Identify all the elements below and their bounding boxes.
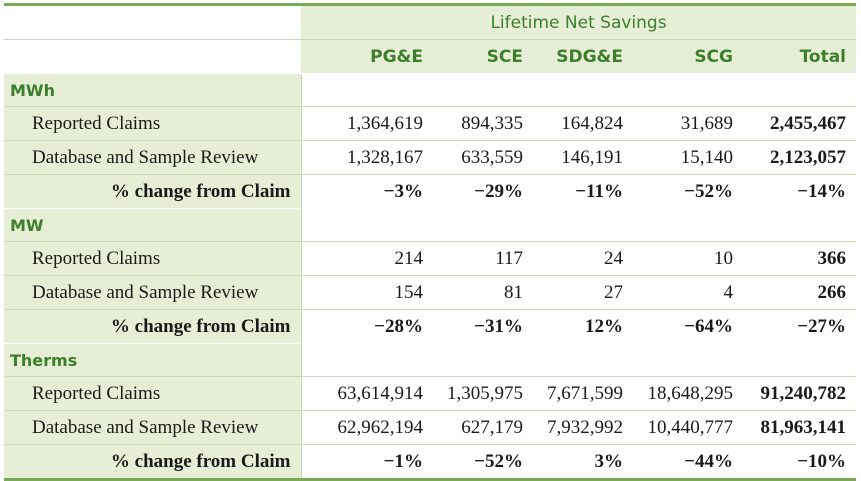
cell-value: 164,824 — [533, 106, 633, 141]
cell-value: 627,179 — [433, 410, 533, 445]
header-corner — [4, 4, 301, 40]
table-row: Reported Claims 63,614,914 1,305,975 7,6… — [4, 376, 857, 411]
row-label: Reported Claims — [4, 241, 301, 276]
section-label: MW — [4, 208, 301, 242]
cell-value: 1,328,167 — [300, 140, 433, 175]
row-label: % change from Claim — [4, 174, 301, 209]
row-label: Database and Sample Review — [4, 140, 301, 175]
cell-value: 15,140 — [633, 140, 743, 175]
cell-total: 91,240,782 — [743, 376, 857, 411]
cell-value: −52% — [433, 444, 533, 480]
row-label: % change from Claim — [4, 309, 301, 344]
cell-total: 81,963,141 — [743, 410, 857, 445]
cell-value: 214 — [300, 241, 433, 276]
cell-value: 24 — [533, 241, 633, 276]
header-row-group: Lifetime Net Savings — [4, 4, 857, 40]
table-row: Reported Claims 214 117 24 10 366 — [4, 241, 857, 276]
cell-total: 366 — [743, 241, 857, 276]
table-row-percent-change: % change from Claim −1% −52% 3% −44% −10… — [4, 444, 857, 480]
cell-value: −52% — [633, 174, 743, 209]
section-blank — [300, 73, 857, 107]
column-header-sce: SCE — [433, 39, 533, 74]
table-row: Database and Sample Review 62,962,194 62… — [4, 410, 857, 445]
cell-value: 27 — [533, 275, 633, 310]
cell-value: −1% — [300, 444, 433, 480]
cell-value: 4 — [633, 275, 743, 310]
column-header-sdge: SDG&E — [533, 39, 633, 74]
cell-value: −64% — [633, 309, 743, 344]
table-row: Database and Sample Review 1,328,167 633… — [4, 140, 857, 175]
savings-table-figure: Lifetime Net Savings PG&E SCE SDG&E SCG … — [4, 3, 857, 481]
cell-value: 31,689 — [633, 106, 743, 141]
table-row: Database and Sample Review 154 81 27 4 2… — [4, 275, 857, 310]
cell-value: −31% — [433, 309, 533, 344]
cell-value: −44% — [633, 444, 743, 480]
cell-value: 117 — [433, 241, 533, 276]
section-header-mw: MW — [4, 208, 857, 242]
section-blank — [300, 208, 857, 242]
row-label: Reported Claims — [4, 376, 301, 411]
cell-value: 894,335 — [433, 106, 533, 141]
cell-value: 1,364,619 — [300, 106, 433, 141]
row-label: % change from Claim — [4, 444, 301, 480]
table-row-percent-change: % change from Claim −28% −31% 12% −64% −… — [4, 309, 857, 344]
cell-value: −11% — [533, 174, 633, 209]
cell-value: 146,191 — [533, 140, 633, 175]
cell-value: −29% — [433, 174, 533, 209]
header-corner — [4, 39, 301, 74]
cell-value: 18,648,295 — [633, 376, 743, 411]
column-header-total: Total — [743, 39, 857, 74]
cell-value: −3% — [300, 174, 433, 209]
section-label: Therms — [4, 343, 301, 377]
table-row: Reported Claims 1,364,619 894,335 164,82… — [4, 106, 857, 141]
cell-value: 81 — [433, 275, 533, 310]
section-header-mwh: MWh — [4, 73, 857, 107]
column-header-scg: SCG — [633, 39, 743, 74]
cell-value: −28% — [300, 309, 433, 344]
cell-total: 266 — [743, 275, 857, 310]
group-header-title: Lifetime Net Savings — [301, 4, 857, 40]
table-row-percent-change: % change from Claim −3% −29% −11% −52% −… — [4, 174, 857, 209]
lifetime-net-savings-table: Lifetime Net Savings PG&E SCE SDG&E SCG … — [4, 3, 857, 481]
cell-value: 633,559 — [433, 140, 533, 175]
section-label: MWh — [4, 73, 301, 107]
cell-value: 63,614,914 — [300, 376, 433, 411]
column-header-pge: PG&E — [301, 39, 433, 74]
cell-value: 10,440,777 — [633, 410, 743, 445]
cell-total: 2,455,467 — [743, 106, 857, 141]
cell-value: 62,962,194 — [300, 410, 433, 445]
cell-value: 154 — [300, 275, 433, 310]
cell-value: 1,305,975 — [433, 376, 533, 411]
cell-value: 7,932,992 — [533, 410, 633, 445]
header-row-columns: PG&E SCE SDG&E SCG Total — [4, 39, 857, 74]
row-label: Reported Claims — [4, 106, 301, 141]
cell-value: 7,671,599 — [533, 376, 633, 411]
row-label: Database and Sample Review — [4, 410, 301, 445]
row-label: Database and Sample Review — [4, 275, 301, 310]
cell-total: −27% — [743, 309, 857, 344]
cell-total: −10% — [743, 444, 857, 480]
section-header-therms: Therms — [4, 343, 857, 377]
cell-total: 2,123,057 — [743, 140, 857, 175]
section-blank — [300, 343, 857, 377]
cell-value: 12% — [533, 309, 633, 344]
cell-total: −14% — [743, 174, 857, 209]
cell-value: 3% — [533, 444, 633, 480]
cell-value: 10 — [633, 241, 743, 276]
